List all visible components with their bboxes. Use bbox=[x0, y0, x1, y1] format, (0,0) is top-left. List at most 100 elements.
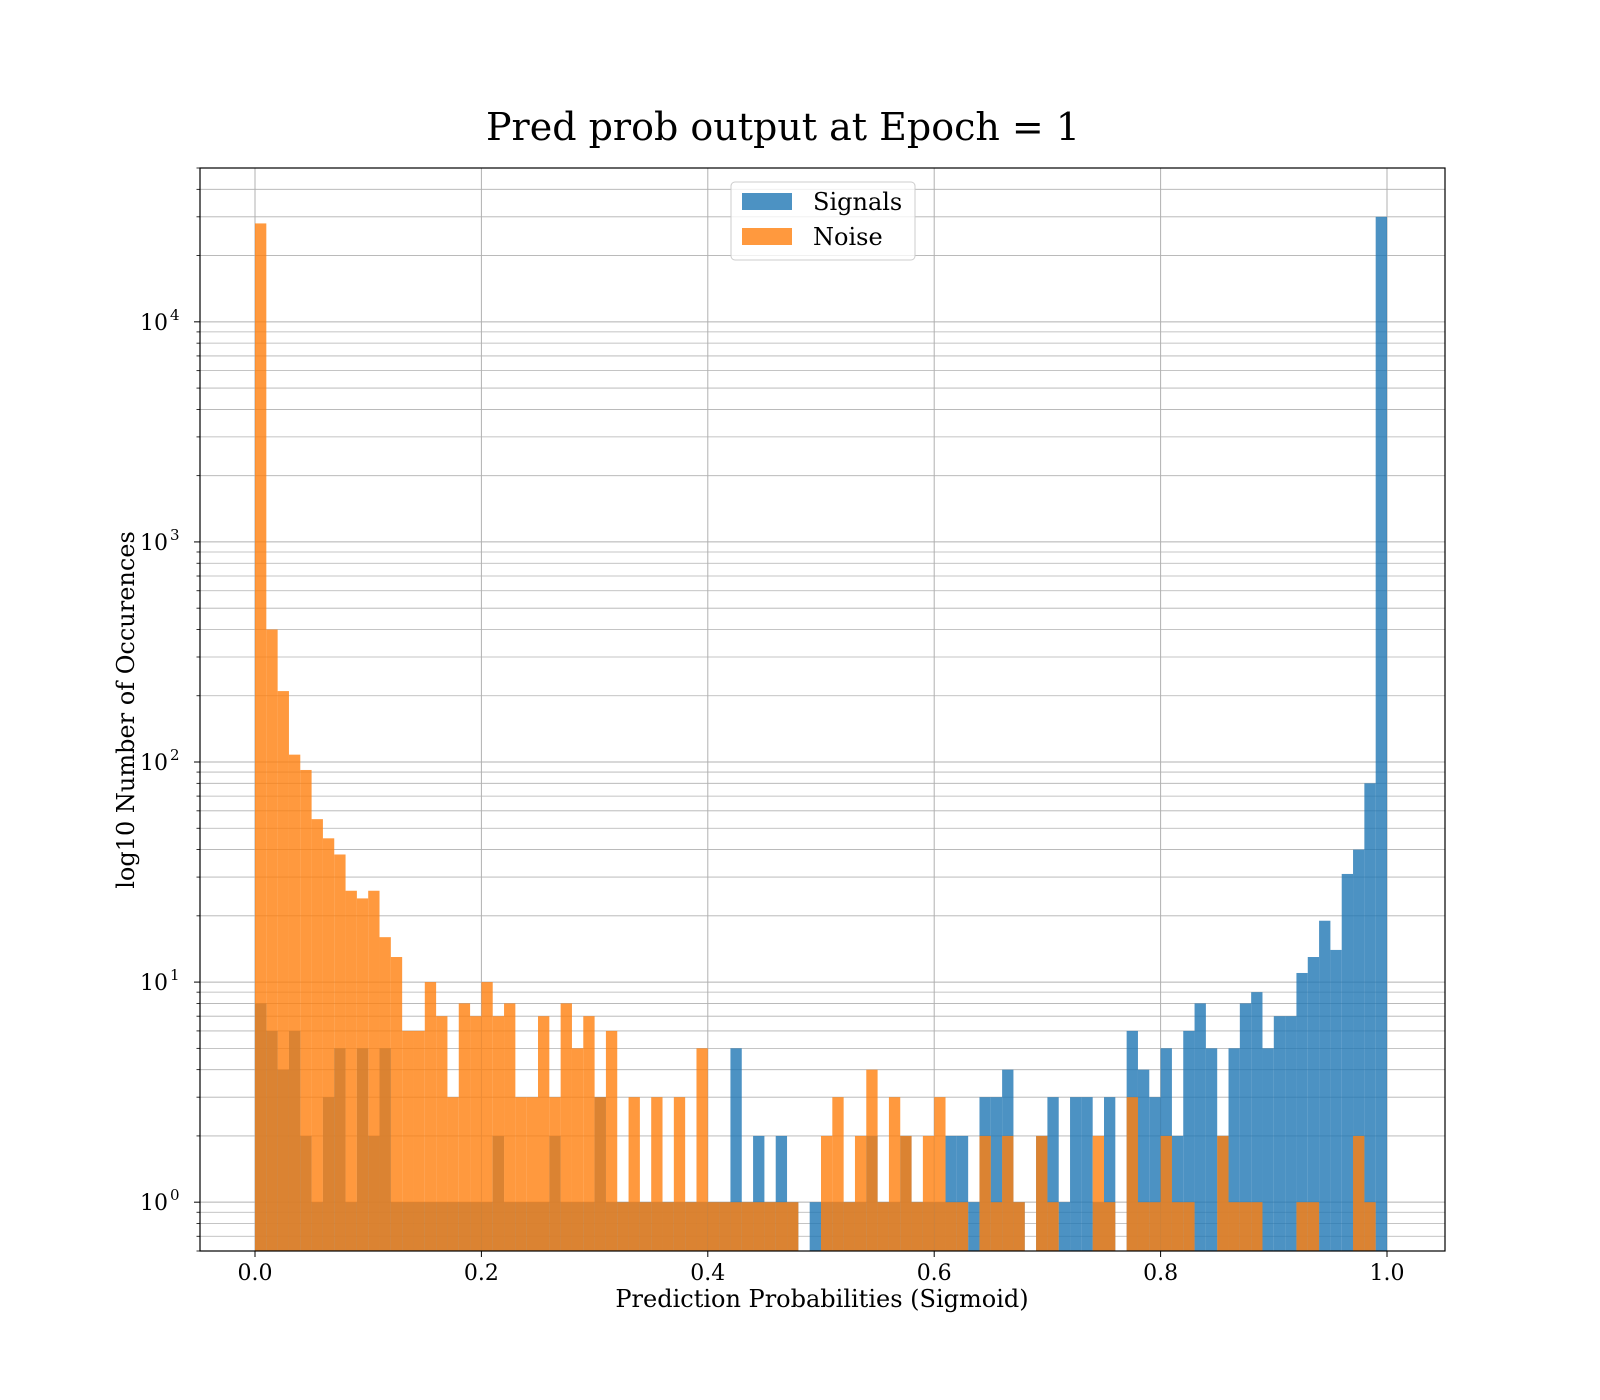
signals-bar bbox=[1341, 873, 1354, 1251]
noise-bar bbox=[571, 1048, 584, 1251]
noise-bar bbox=[1307, 1202, 1320, 1251]
plot-frame bbox=[199, 167, 1446, 1252]
noise-bar bbox=[583, 1016, 595, 1251]
signals-bar bbox=[1285, 1016, 1297, 1251]
noise-bar bbox=[1160, 1135, 1172, 1251]
noise-bar bbox=[538, 1016, 550, 1251]
noise-bar bbox=[628, 1097, 640, 1251]
signals-bar bbox=[1183, 1030, 1195, 1251]
noise-bar bbox=[322, 838, 335, 1251]
signals-bar bbox=[1273, 1016, 1286, 1251]
signals-bar bbox=[1307, 957, 1320, 1251]
noise-bar bbox=[617, 1202, 629, 1251]
signals-bar bbox=[1364, 783, 1376, 1251]
signals-bar bbox=[1262, 1048, 1274, 1251]
noise-bar bbox=[877, 1202, 889, 1251]
noise-bar bbox=[787, 1202, 799, 1251]
noise-bar bbox=[1126, 1097, 1138, 1251]
x-tick-label: 0.2 bbox=[464, 1261, 499, 1286]
y-tick-exponent: 0 bbox=[170, 1186, 180, 1204]
noise-bar bbox=[515, 1097, 527, 1251]
noise-bar bbox=[379, 937, 391, 1251]
signals-bar bbox=[1296, 972, 1308, 1251]
noise-bar bbox=[934, 1097, 946, 1251]
noise-bar bbox=[481, 982, 493, 1251]
noise-bar bbox=[1171, 1202, 1184, 1251]
noise-bar bbox=[470, 1016, 482, 1251]
signals-bar bbox=[753, 1135, 765, 1251]
signals-bar bbox=[730, 1048, 742, 1251]
noise-bar bbox=[266, 629, 278, 1251]
x-tick-label: 0.0 bbox=[238, 1261, 273, 1286]
legend-swatch-signals bbox=[742, 193, 792, 210]
x-tick-label: 1.0 bbox=[1370, 1261, 1405, 1286]
signals-bar bbox=[1228, 1048, 1240, 1251]
x-tick-label: 0.8 bbox=[1143, 1261, 1178, 1286]
noise-bar bbox=[764, 1202, 776, 1251]
noise-bar bbox=[832, 1097, 844, 1251]
noise-bar bbox=[402, 1030, 414, 1251]
signals-bar bbox=[1070, 1097, 1082, 1251]
y-tick-exponent: 2 bbox=[170, 746, 180, 764]
noise-bar bbox=[911, 1202, 923, 1251]
signals-bar bbox=[1149, 1097, 1161, 1251]
noise-bar bbox=[696, 1048, 708, 1251]
noise-bar bbox=[504, 1003, 516, 1251]
noise-bar bbox=[1239, 1202, 1252, 1251]
signals-bar bbox=[1353, 849, 1365, 1251]
signals-bar bbox=[1239, 1003, 1252, 1251]
noise-bar bbox=[277, 691, 289, 1251]
signals-bar bbox=[990, 1097, 1003, 1251]
y-tick-label: 10 bbox=[140, 751, 168, 776]
signals-bar bbox=[1319, 920, 1331, 1251]
noise-bar bbox=[639, 1202, 652, 1251]
signals-bar bbox=[945, 1135, 957, 1251]
noise-bar bbox=[334, 854, 346, 1251]
noise-bar bbox=[1228, 1202, 1240, 1251]
noise-bar bbox=[1137, 1202, 1150, 1251]
noise-bar bbox=[854, 1135, 867, 1251]
noise-bar bbox=[356, 898, 369, 1251]
signals-bar bbox=[1081, 1097, 1093, 1251]
noise-bar bbox=[345, 890, 357, 1251]
chart-title: Pred prob output at Epoch = 1 bbox=[486, 105, 1080, 149]
y-axis-label: log10 Number of Occurences bbox=[112, 531, 140, 889]
signals-bar bbox=[1047, 1097, 1059, 1251]
noise-bar bbox=[843, 1202, 855, 1251]
y-tick-label: 10 bbox=[140, 311, 168, 336]
noise-bar bbox=[990, 1202, 1003, 1251]
signals-bar bbox=[1194, 1003, 1206, 1251]
noise-bar bbox=[651, 1097, 663, 1251]
x-axis-label: Prediction Probabilities (Sigmoid) bbox=[615, 1285, 1028, 1313]
noise-bar bbox=[673, 1097, 686, 1251]
noise-bar bbox=[719, 1202, 731, 1251]
noise-bar bbox=[956, 1202, 969, 1251]
legend: Signals Noise bbox=[730, 181, 916, 261]
noise-bar bbox=[821, 1135, 833, 1251]
noise-bar bbox=[1104, 1202, 1116, 1251]
noise-bar bbox=[900, 1135, 912, 1251]
noise-bar bbox=[1047, 1202, 1059, 1251]
noise-bar bbox=[922, 1135, 935, 1251]
signals-bar bbox=[1251, 992, 1263, 1251]
noise-bar bbox=[300, 769, 312, 1251]
noise-bar bbox=[866, 1069, 878, 1251]
signals-bar bbox=[1058, 1202, 1071, 1251]
signals-bar bbox=[968, 1202, 980, 1251]
signals-bar bbox=[956, 1135, 969, 1251]
noise-bar bbox=[458, 1003, 471, 1251]
noise-bar bbox=[368, 890, 380, 1251]
noise-bar bbox=[424, 982, 437, 1251]
noise-bar bbox=[979, 1135, 991, 1251]
legend-swatch-noise bbox=[742, 228, 792, 245]
noise-bar bbox=[945, 1202, 957, 1251]
noise-bar bbox=[741, 1202, 754, 1251]
y-tick-label: 10 bbox=[140, 531, 168, 556]
noise-bar bbox=[1353, 1135, 1365, 1251]
noise-bar bbox=[311, 819, 323, 1251]
noise-bar bbox=[775, 1202, 788, 1251]
noise-bar bbox=[662, 1202, 674, 1251]
y-tick-exponent: 3 bbox=[170, 526, 180, 544]
